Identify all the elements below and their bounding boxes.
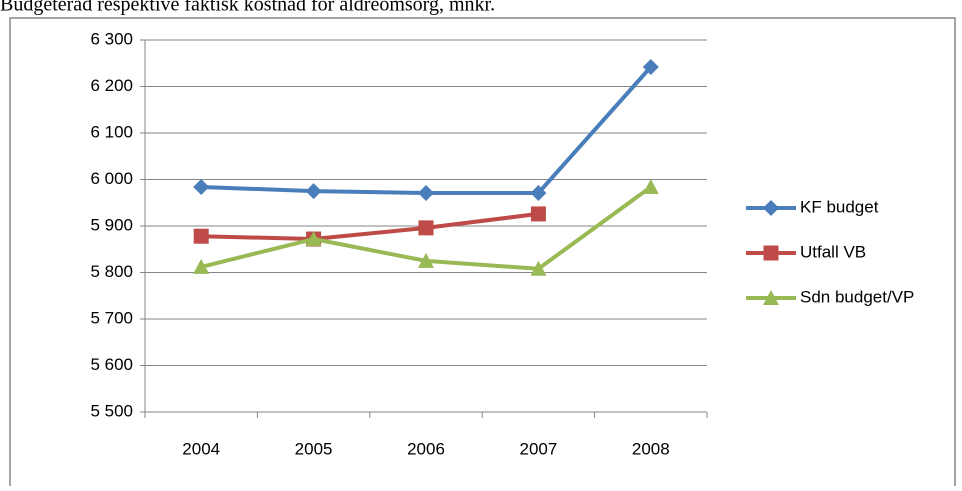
legend-label: Utfall VB [800, 242, 866, 261]
series-line [201, 211, 539, 242]
y-tick-label: 6 000 [90, 169, 133, 188]
y-tick-label: 5 600 [90, 355, 133, 374]
chart-title: Budgeterad respektive faktisk kostnad fö… [0, 0, 495, 16]
y-tick-label: 6 100 [90, 122, 133, 141]
y-tick-label: 5 900 [90, 215, 133, 234]
data-point [193, 178, 210, 195]
data-point [418, 220, 434, 236]
legend-marker [763, 290, 779, 305]
x-tick-label: 2004 [182, 439, 220, 458]
y-tick-label: 6 300 [90, 29, 133, 48]
legend-marker [763, 245, 779, 261]
legend-marker [763, 200, 779, 216]
x-tick-label: 2006 [407, 439, 445, 458]
data-point [642, 58, 659, 75]
data-point [193, 258, 210, 274]
y-tick-label: 5 500 [90, 401, 133, 420]
data-point [418, 184, 434, 201]
x-tick-label: 2007 [519, 439, 557, 458]
data-point [305, 231, 322, 247]
data-point [418, 252, 434, 268]
data-point [530, 260, 547, 276]
y-tick-label: 5 700 [90, 308, 133, 327]
x-tick-label: 2005 [295, 439, 333, 458]
data-point [305, 183, 322, 200]
legend-label: Sdn budget/VP [800, 287, 914, 306]
x-tick-label: 2008 [632, 439, 670, 458]
data-point [530, 184, 547, 201]
legend-label: KF budget [800, 197, 879, 216]
y-tick-label: 5 800 [90, 262, 133, 281]
data-point [642, 178, 659, 194]
data-point [530, 206, 546, 222]
data-point [193, 228, 209, 244]
y-tick-label: 6 200 [90, 76, 133, 95]
